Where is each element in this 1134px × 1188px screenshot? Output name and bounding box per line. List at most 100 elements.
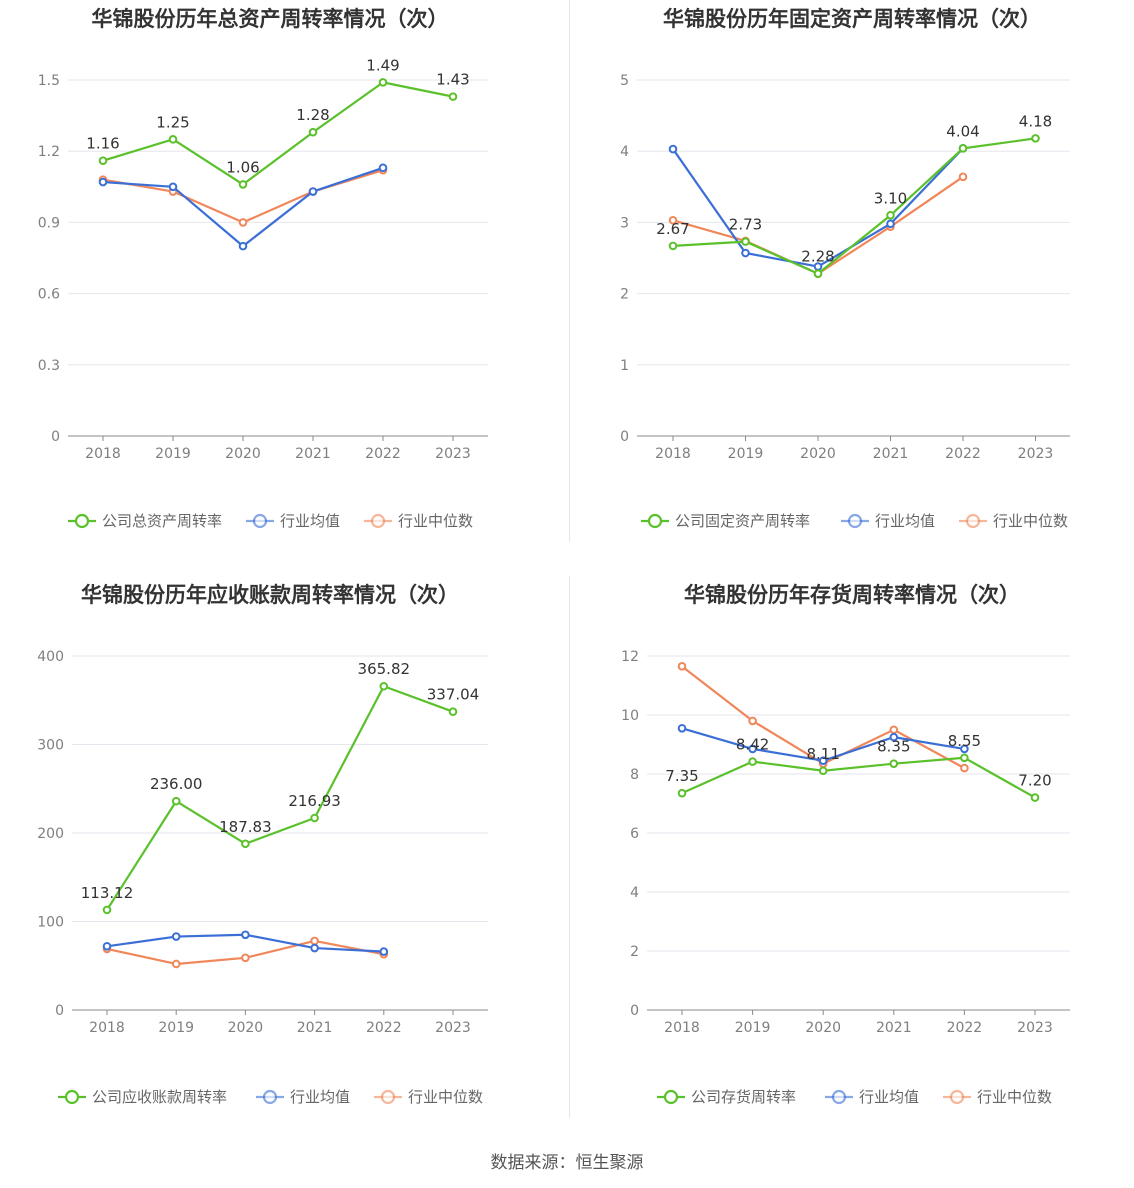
x-tick-label: 2020 (225, 446, 261, 462)
y-tick-label: 100 (37, 915, 64, 931)
x-tick-label: 2022 (947, 1020, 983, 1036)
data-label: 8.35 (877, 738, 910, 756)
series-line-company (672, 137, 1036, 275)
data-point-median (748, 716, 757, 726)
y-tick-label: 0 (630, 1003, 639, 1019)
data-label: 7.20 (1018, 772, 1051, 790)
legend-item-company: 公司应收账款周转率 (58, 1088, 227, 1106)
chart-title: 华锦股份历年存货周转率情况（次） (684, 583, 1020, 607)
data-label: 1.16 (86, 135, 119, 153)
legend-label: 公司固定资产周转率 (675, 512, 810, 530)
x-tick-label: 2023 (1017, 1020, 1053, 1036)
x-tick-label: 2019 (155, 446, 191, 462)
y-tick-label: 2 (620, 287, 629, 303)
data-label: 216.93 (288, 792, 341, 810)
series-line-median (102, 169, 384, 224)
x-tick-label: 2020 (805, 1020, 841, 1036)
legend-item-company: 公司固定资产周转率 (641, 512, 810, 530)
data-point-average (98, 177, 108, 187)
data-label: 8.42 (736, 736, 769, 754)
data-point-company (748, 757, 757, 766)
data-point-company (448, 707, 458, 717)
data-point-company (310, 813, 319, 823)
data-point-average (748, 744, 757, 754)
legend-label: 公司存货周转率 (691, 1088, 796, 1106)
legend-label: 公司总资产周转率 (102, 512, 222, 530)
y-tick-label: 0 (55, 1003, 64, 1019)
legend-item-average: 行业均值 (246, 512, 340, 530)
data-label: 2.73 (729, 216, 762, 234)
series-line-company (102, 81, 454, 186)
chart-panel-receivable-turnover: 华锦股份历年应收账款周转率情况（次） 0 100 200 300 400 2018 2019 2… (0, 576, 567, 1152)
data-point-median (241, 953, 250, 963)
data-label: 1.25 (156, 113, 189, 131)
data-point-average (960, 744, 969, 754)
legend-item-median: 行业中位数 (374, 1088, 483, 1106)
legend-item-median: 行业中位数 (364, 512, 473, 530)
legend-marker (847, 513, 863, 529)
data-label: 8.11 (806, 745, 839, 763)
data-point-company (1030, 793, 1040, 802)
data-point-company (889, 759, 899, 768)
panel-divider-bottom (569, 576, 570, 1118)
panel-divider-top (569, 0, 570, 542)
data-label: 8.55 (948, 732, 981, 750)
legend-item-average: 行业均值 (841, 512, 935, 530)
x-tick-label: 2022 (945, 446, 981, 462)
data-label: 1.28 (296, 106, 329, 124)
data-point-company (1031, 134, 1040, 143)
data-point-company (168, 135, 178, 144)
data-point-average (741, 248, 750, 258)
legend-marker (949, 1089, 965, 1105)
chart-title: 华锦股份历年应收账款周转率情况（次） (81, 583, 459, 607)
data-point-median (668, 215, 678, 225)
legend-marker (647, 513, 663, 529)
x-tick-label: 2019 (728, 446, 764, 462)
data-point-company (741, 237, 750, 246)
data-label: 1.43 (436, 71, 469, 89)
legend-marker (252, 513, 268, 529)
legend-label: 行业中位数 (993, 512, 1068, 530)
x-tick-label: 2019 (158, 1020, 194, 1036)
y-tick-label: 4 (630, 885, 639, 901)
data-point-company (98, 156, 108, 165)
series-line-average (102, 166, 384, 248)
x-tick-label: 2020 (800, 446, 836, 462)
x-tick-label: 2021 (876, 1020, 912, 1036)
data-point-company (677, 788, 687, 798)
data-label: 4.18 (1019, 112, 1052, 130)
data-point-company (448, 92, 458, 101)
x-tick-label: 2018 (85, 446, 121, 462)
y-tick-label: 1 (620, 358, 629, 374)
chart-svg: 华锦股份历年应收账款周转率情况（次） 0 100 200 300 400 2018 2019 2… (37, 583, 488, 1106)
legend-marker (663, 1089, 679, 1105)
legend-label: 行业中位数 (977, 1088, 1052, 1106)
y-tick-label: 0 (51, 429, 60, 445)
data-point-average (310, 943, 319, 953)
x-tick-label: 2018 (664, 1020, 700, 1036)
x-tick-label: 2023 (435, 446, 471, 462)
data-point-average (677, 723, 687, 733)
y-tick-label: 2 (630, 944, 639, 960)
y-tick-label: 4 (620, 144, 629, 160)
data-label: 4.04 (946, 122, 979, 140)
data-point-average (886, 219, 895, 229)
data-point-average (818, 756, 828, 766)
y-tick-label: 0.6 (38, 287, 60, 303)
legend-label: 行业均值 (875, 512, 935, 530)
y-tick-label: 1.5 (38, 73, 60, 89)
y-tick-label: 1.2 (38, 144, 60, 160)
data-source-note: 数据来源：恒生聚源 (490, 1153, 644, 1173)
y-tick-label: 300 (37, 738, 64, 754)
data-label: 365.82 (358, 660, 411, 678)
data-point-company (668, 241, 678, 251)
chart-panel-total-asset-turnover: 华锦股份历年总资产周转率情况（次） 0 0.3 0.6 0.9 1.2 1.5 2018 201… (0, 0, 567, 576)
data-point-company (958, 144, 968, 153)
chart-svg: 华锦股份历年总资产周转率情况（次） 0 0.3 0.6 0.9 1.2 1.5 2018 201… (38, 7, 488, 530)
data-point-company (308, 127, 318, 137)
x-tick-label: 2021 (873, 446, 909, 462)
data-label: 187.83 (219, 818, 272, 836)
legend-marker (380, 1089, 396, 1105)
x-tick-label: 2019 (735, 1020, 771, 1036)
y-tick-label: 200 (37, 826, 64, 842)
